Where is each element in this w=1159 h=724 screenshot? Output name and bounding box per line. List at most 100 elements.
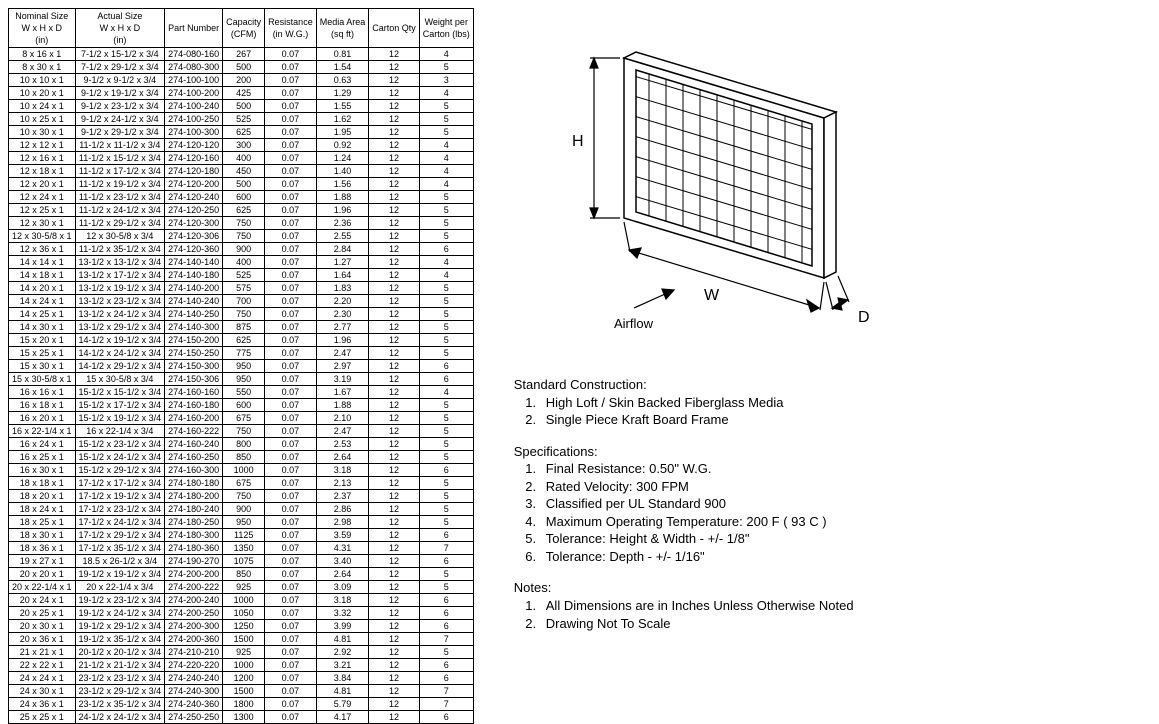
table-cell: 274-080-300 — [165, 61, 223, 74]
table-cell: 0.07 — [265, 672, 317, 685]
table-cell: 0.07 — [265, 230, 317, 243]
table-cell: 16 x 18 x 1 — [9, 399, 76, 412]
table-cell: 2.92 — [316, 646, 369, 659]
table-cell: 0.07 — [265, 646, 317, 659]
table-cell: 19 x 27 x 1 — [9, 555, 76, 568]
table-cell: 3 — [419, 74, 473, 87]
table-cell: 3.84 — [316, 672, 369, 685]
table-cell: 0.07 — [265, 399, 317, 412]
table-cell: 750 — [223, 217, 265, 230]
right-panel: H W D — [514, 8, 954, 692]
table-row: 15 x 30 x 114-1/2 x 29-1/2 x 3/4274-150-… — [9, 360, 474, 373]
table-cell: 274-140-200 — [165, 282, 223, 295]
table-cell: 19-1/2 x 23-1/2 x 3/4 — [75, 594, 165, 607]
table-cell: 4.31 — [316, 542, 369, 555]
table-cell: 20-1/2 x 20-1/2 x 3/4 — [75, 646, 165, 659]
table-cell: 625 — [223, 204, 265, 217]
table-cell: 274-180-300 — [165, 529, 223, 542]
table-cell: 12 — [369, 126, 420, 139]
table-cell: 17-1/2 x 29-1/2 x 3/4 — [75, 529, 165, 542]
table-cell: 10 x 10 x 1 — [9, 74, 76, 87]
table-cell: 10 x 25 x 1 — [9, 113, 76, 126]
specs-list: Final Resistance: 0.50" W.G.Rated Veloci… — [514, 460, 954, 565]
table-cell: 5 — [419, 490, 473, 503]
table-cell: 0.07 — [265, 204, 317, 217]
table-cell: 5 — [419, 451, 473, 464]
table-cell: 0.07 — [265, 542, 317, 555]
table-cell: 3.99 — [316, 620, 369, 633]
table-cell: 18 x 30 x 1 — [9, 529, 76, 542]
table-row: 14 x 14 x 113-1/2 x 13-1/2 x 3/4274-140-… — [9, 256, 474, 269]
table-cell: 10 x 30 x 1 — [9, 126, 76, 139]
table-cell: 4 — [419, 178, 473, 191]
table-cell: 2.98 — [316, 516, 369, 529]
table-row: 24 x 30 x 123-1/2 x 29-1/2 x 3/4274-240-… — [9, 685, 474, 698]
table-row: 20 x 24 x 119-1/2 x 23-1/2 x 3/4274-200-… — [9, 594, 474, 607]
table-cell: 425 — [223, 87, 265, 100]
table-cell: 9-1/2 x 29-1/2 x 3/4 — [75, 126, 165, 139]
table-row: 12 x 20 x 111-1/2 x 19-1/2 x 3/4274-120-… — [9, 178, 474, 191]
table-cell: 16 x 25 x 1 — [9, 451, 76, 464]
table-cell: 5 — [419, 412, 473, 425]
table-row: 10 x 30 x 19-1/2 x 29-1/2 x 3/4274-100-3… — [9, 126, 474, 139]
table-row: 10 x 10 x 19-1/2 x 9-1/2 x 3/4274-100-10… — [9, 74, 474, 87]
table-cell: 7 — [419, 542, 473, 555]
table-cell: 13-1/2 x 23-1/2 x 3/4 — [75, 295, 165, 308]
table-cell: 5 — [419, 568, 473, 581]
table-cell: 875 — [223, 321, 265, 334]
table-cell: 14 x 14 x 1 — [9, 256, 76, 269]
table-cell: 23-1/2 x 29-1/2 x 3/4 — [75, 685, 165, 698]
table-cell: 0.07 — [265, 464, 317, 477]
table-cell: 5 — [419, 321, 473, 334]
table-cell: 4 — [419, 48, 473, 61]
table-cell: 15-1/2 x 15-1/2 x 3/4 — [75, 386, 165, 399]
table-cell: 575 — [223, 282, 265, 295]
table-cell: 7-1/2 x 29-1/2 x 3/4 — [75, 61, 165, 74]
table-cell: 5 — [419, 126, 473, 139]
table-cell: 0.07 — [265, 100, 317, 113]
table-cell: 12 — [369, 555, 420, 568]
table-cell: 2.84 — [316, 243, 369, 256]
table-cell: 850 — [223, 451, 265, 464]
table-cell: 12 — [369, 542, 420, 555]
table-cell: 7 — [419, 685, 473, 698]
table-cell: 5 — [419, 308, 473, 321]
table-row: 24 x 36 x 123-1/2 x 35-1/2 x 3/4274-240-… — [9, 698, 474, 711]
table-cell: 274-200-222 — [165, 581, 223, 594]
table-row: 16 x 20 x 115-1/2 x 19-1/2 x 3/4274-160-… — [9, 412, 474, 425]
table-cell: 12 — [369, 178, 420, 191]
table-cell: 0.07 — [265, 685, 317, 698]
table-cell: 5 — [419, 334, 473, 347]
table-cell: 775 — [223, 347, 265, 360]
table-cell: 274-180-180 — [165, 477, 223, 490]
table-cell: 24 x 36 x 1 — [9, 698, 76, 711]
table-cell: 5 — [419, 191, 473, 204]
table-cell: 4 — [419, 152, 473, 165]
table-cell: 12 — [369, 230, 420, 243]
table-cell: 5 — [419, 646, 473, 659]
table-cell: 12 — [369, 87, 420, 100]
table-cell: 274-240-300 — [165, 685, 223, 698]
table-cell: 300 — [223, 139, 265, 152]
table-cell: 0.07 — [265, 87, 317, 100]
table-cell: 20 x 30 x 1 — [9, 620, 76, 633]
table-cell: 274-160-250 — [165, 451, 223, 464]
table-cell: 6 — [419, 529, 473, 542]
table-cell: 14 x 18 x 1 — [9, 269, 76, 282]
table-cell: 6 — [419, 672, 473, 685]
table-cell: 5 — [419, 295, 473, 308]
table-cell: 15-1/2 x 23-1/2 x 3/4 — [75, 438, 165, 451]
table-cell: 1.54 — [316, 61, 369, 74]
table-cell: 12 — [369, 425, 420, 438]
table-cell: 2.37 — [316, 490, 369, 503]
table-cell: 5.79 — [316, 698, 369, 711]
table-row: 24 x 24 x 123-1/2 x 23-1/2 x 3/4274-240-… — [9, 672, 474, 685]
table-header-cell: Resistance(in W.G.) — [265, 9, 317, 48]
table-cell: 19-1/2 x 19-1/2 x 3/4 — [75, 568, 165, 581]
table-cell: 1250 — [223, 620, 265, 633]
dim-h-label: H — [572, 133, 584, 150]
table-cell: 4 — [419, 165, 473, 178]
table-cell: 1500 — [223, 685, 265, 698]
list-item: Maximum Operating Temperature: 200 F ( 9… — [540, 513, 954, 531]
table-cell: 1.96 — [316, 204, 369, 217]
